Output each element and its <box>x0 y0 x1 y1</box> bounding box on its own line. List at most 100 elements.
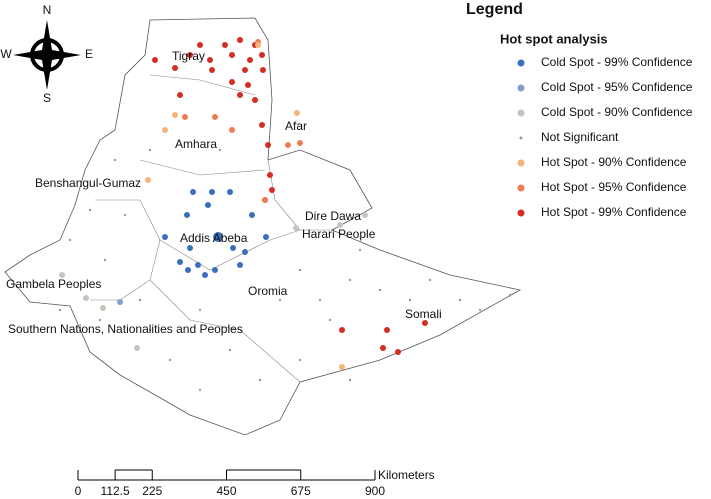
hotspot-point <box>148 328 152 332</box>
legend-label: Not Significant <box>541 130 619 144</box>
hotspot-point <box>177 92 183 98</box>
hotspot-point <box>185 267 191 273</box>
hotspot-point <box>222 42 228 48</box>
hotspot-point <box>478 308 482 312</box>
legend-title: Legend <box>466 1 523 18</box>
region-label: Harari People <box>302 227 376 241</box>
hotspot-point <box>293 225 299 231</box>
hotspot-point <box>134 345 140 351</box>
hotspot-point <box>297 140 303 146</box>
scale-label: 225 <box>142 484 162 498</box>
hotspot-point <box>213 232 223 242</box>
hotspot-point <box>252 97 258 103</box>
hotspot-point <box>247 57 253 63</box>
hotspot-point <box>117 299 123 305</box>
hotspot-point <box>245 82 251 88</box>
hotspot-point <box>348 378 352 382</box>
hotspot-point <box>58 308 62 312</box>
legend-symbol <box>517 109 525 117</box>
hotspot-point <box>260 67 266 73</box>
hotspot-point <box>198 308 202 312</box>
hotspot-point <box>168 358 172 362</box>
hotspot-point <box>262 197 268 203</box>
hotspot-point <box>298 358 302 362</box>
hotspot-point <box>249 212 255 218</box>
hotspot-points <box>58 37 512 392</box>
legend-symbol <box>517 184 525 192</box>
hotspot-point <box>337 222 343 228</box>
hotspot-point <box>83 295 89 301</box>
hotspot-point <box>68 238 72 242</box>
legend-label: Hot Spot - 90% Confidence <box>541 155 687 169</box>
hotspot-point <box>285 142 291 148</box>
hotspot-point <box>103 258 107 262</box>
hotspot-point <box>294 110 300 116</box>
hotspot-point <box>195 262 201 268</box>
scale-label: 675 <box>291 484 311 498</box>
region-label: Tigray <box>172 49 205 63</box>
hotspot-point <box>98 318 102 322</box>
compass: N S W E <box>0 3 93 105</box>
legend-symbol <box>517 59 525 67</box>
scale-label: 450 <box>216 484 236 498</box>
hotspot-point <box>230 245 236 251</box>
scale-label: 112.5 <box>101 484 130 498</box>
hotspot-point <box>265 142 271 148</box>
hotspot-point <box>187 245 193 251</box>
scale-label: 0 <box>75 484 82 498</box>
region-label: Dire Dawa <box>305 209 361 223</box>
hotspot-point <box>348 278 352 282</box>
legend-label: Hot Spot - 99% Confidence <box>541 205 687 219</box>
region-label: Benshangul-Gumaz <box>35 176 141 190</box>
scale-unit: Kilometers <box>378 468 435 482</box>
hotspot-point <box>259 52 265 58</box>
hotspot-point <box>88 208 92 212</box>
hotspot-point <box>138 298 142 302</box>
hotspot-point <box>209 67 215 73</box>
hotspot-point <box>187 52 193 58</box>
hotspot-point <box>218 148 222 152</box>
hotspot-point <box>358 248 362 252</box>
hotspot-point <box>269 187 275 193</box>
hotspot-point <box>100 305 106 311</box>
region-label: Oromia <box>248 284 288 298</box>
hotspot-point <box>123 213 127 217</box>
legend-label: Cold Spot - 95% Confidence <box>541 80 693 94</box>
hotspot-point <box>242 249 248 255</box>
region-label: Addis Abeba <box>180 231 248 245</box>
hotspot-point <box>278 298 282 302</box>
compass-arrows <box>13 20 81 90</box>
hotspot-point <box>177 259 183 265</box>
hotspot-point <box>362 212 368 218</box>
hotspot-point <box>298 268 302 272</box>
hotspot-point <box>227 189 233 195</box>
hotspot-point <box>145 177 151 183</box>
hotspot-point <box>113 158 117 162</box>
region-label: Somali <box>405 307 442 321</box>
hotspot-point <box>237 37 243 43</box>
hotspot-point <box>318 298 322 302</box>
hotspot-point <box>237 262 243 268</box>
hotspot-point <box>172 112 178 118</box>
hotspot-point <box>190 189 196 195</box>
hotspot-point <box>205 202 211 208</box>
region-boundary <box>90 74 332 383</box>
hotspot-point <box>148 148 152 152</box>
hotspot-point <box>508 293 512 297</box>
legend-label: Cold Spot - 99% Confidence <box>541 55 693 69</box>
hotspot-point <box>422 320 428 326</box>
hotspot-point <box>198 388 202 392</box>
hotspot-point <box>202 272 208 278</box>
hotspot-point <box>408 298 412 302</box>
hotspot-point <box>428 278 432 282</box>
hotspot-point <box>384 327 390 333</box>
hotspot-point <box>267 172 273 178</box>
hotspot-point <box>162 127 168 133</box>
compass-e: E <box>85 47 93 61</box>
hotspot-point <box>229 127 235 133</box>
legend-symbol <box>517 159 525 167</box>
hotspot-point <box>59 272 65 278</box>
hotspot-point <box>380 345 386 351</box>
hotspot-point <box>228 348 232 352</box>
